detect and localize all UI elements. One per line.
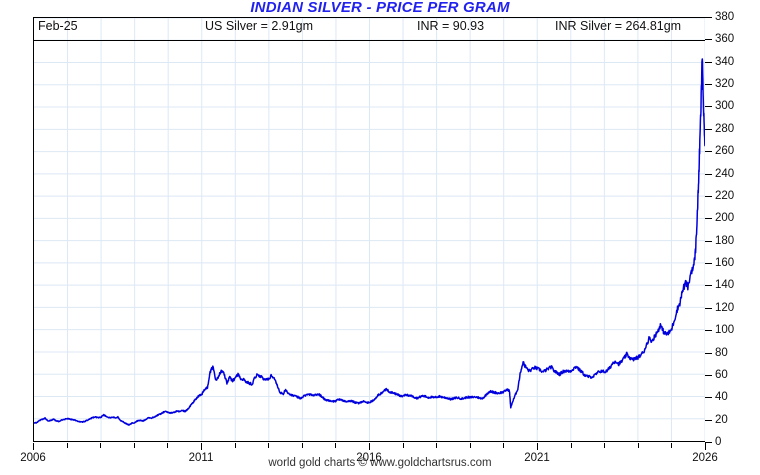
- x-axis-label: 2026: [692, 452, 718, 464]
- y-axis-label: 80: [715, 346, 728, 359]
- y-axis-tick: [705, 61, 712, 63]
- y-axis-label: 0: [715, 436, 722, 448]
- page-title: INDIAN SILVER - PRICE PER GRAM: [250, 0, 510, 16]
- y-axis-tick: [705, 84, 712, 86]
- y-axis-tick: [705, 17, 712, 18]
- y-axis-tick: [705, 173, 712, 175]
- x-axis-label: 2011: [188, 452, 214, 464]
- quote-date: Feb-25: [38, 19, 78, 33]
- x-axis-tick: [301, 443, 303, 448]
- y-axis-tick: [705, 218, 712, 220]
- x-axis-label: 2006: [20, 452, 46, 464]
- y-axis-tick: [705, 240, 712, 242]
- y-axis-tick: [705, 374, 712, 376]
- y-axis-label: 140: [715, 279, 735, 292]
- y-axis-label: 200: [715, 212, 735, 225]
- y-axis-tick: [705, 307, 712, 309]
- series-line-indian-silver: [34, 58, 705, 426]
- y-axis-tick: [705, 151, 712, 153]
- x-axis-tick: [705, 443, 706, 450]
- y-axis-label: 220: [715, 189, 735, 202]
- x-axis-tick: [167, 443, 169, 448]
- y-axis-tick: [705, 419, 712, 421]
- y-axis-tick: [705, 195, 712, 197]
- x-axis-tick: [335, 443, 337, 448]
- y-axis-label: 280: [715, 122, 735, 135]
- y-axis-label: 300: [715, 100, 735, 113]
- x-axis-tick: [369, 443, 370, 450]
- y-axis-label: 360: [715, 33, 735, 46]
- x-axis-tick: [436, 443, 438, 448]
- y-axis-label: 260: [715, 145, 735, 158]
- y-axis-tick: [705, 442, 712, 443]
- quote-inr-silver: INR Silver = 264.81gm: [555, 19, 682, 33]
- x-axis: 2006 2011 2016 2021 2026: [20, 443, 718, 473]
- x-axis-tick: [234, 443, 236, 448]
- y-axis-label: 160: [715, 257, 735, 270]
- x-axis-tick: [637, 443, 639, 448]
- y-axis-label: 20: [715, 413, 728, 426]
- x-axis-label: 2016: [356, 452, 382, 464]
- y-axis: 0 20 40 60 80 100 120 140 160 180 200 220 240 260 280 3…: [705, 11, 760, 448]
- y-axis-tick: [705, 352, 712, 354]
- y-axis-label: 340: [715, 55, 735, 68]
- y-axis-label: 180: [715, 234, 735, 247]
- x-axis-label: 2021: [524, 452, 550, 464]
- y-axis-label: 240: [715, 167, 735, 180]
- footer-credit: world gold charts © www.goldchartsrus.co…: [268, 457, 492, 469]
- x-axis-tick: [268, 443, 270, 448]
- y-axis-label: 40: [715, 391, 728, 404]
- x-axis-tick: [133, 443, 135, 448]
- x-axis-tick: [604, 443, 606, 448]
- x-axis-tick: [503, 443, 505, 448]
- x-axis-tick: [201, 443, 202, 450]
- y-axis-tick: [705, 263, 712, 265]
- x-axis-tick: [537, 443, 538, 450]
- y-axis-tick: [705, 128, 712, 130]
- y-axis-label: 380: [715, 11, 735, 23]
- y-axis-label: 120: [715, 301, 735, 314]
- y-axis-tick: [705, 106, 712, 108]
- quote-us-silver: US Silver = 2.91gm: [205, 19, 314, 33]
- y-axis-tick: [705, 330, 712, 332]
- y-axis-label: 100: [715, 324, 735, 337]
- plot-area: [33, 17, 705, 442]
- y-axis-tick: [705, 285, 712, 287]
- y-axis-label: 60: [715, 368, 728, 381]
- x-axis-tick: [33, 443, 34, 450]
- x-axis-tick: [100, 443, 102, 448]
- y-axis-tick: [705, 397, 712, 399]
- y-axis-label: 320: [715, 78, 735, 91]
- x-axis-tick: [66, 443, 68, 448]
- x-axis-tick: [570, 443, 572, 448]
- x-axis-tick: [671, 443, 673, 448]
- quote-inr-rate: INR = 90.93: [417, 19, 485, 33]
- y-axis-tick: [705, 39, 712, 41]
- x-axis-tick: [402, 443, 404, 448]
- x-axis-tick: [469, 443, 471, 448]
- quote-header-band: Feb-25 US Silver = 2.91gm INR = 90.93 IN…: [33, 17, 705, 41]
